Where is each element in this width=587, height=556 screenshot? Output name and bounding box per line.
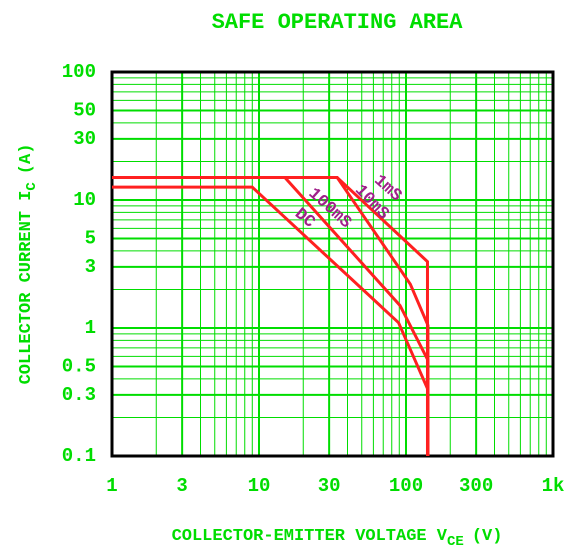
y-axis-label: COLLECTOR CURRENT IC (A) [17,144,39,385]
y-tick-label: 5 [85,228,96,250]
series-line [112,185,430,456]
x-tick-label: 100 [389,475,423,497]
y-tick-label: 1 [85,317,96,339]
x-tick-label: 3 [176,475,187,497]
chart-title: SAFE OPERATING AREA [212,10,464,35]
x-tick-label: 10 [248,475,271,497]
x-axis-label: COLLECTOR-EMITTER VOLTAGE VCE (V) [172,527,503,549]
y-tick-label: 3 [85,256,96,278]
x-tick-label: 1k [542,475,565,497]
y-axis-label-sub: C [24,182,40,191]
y-tick-label: 0.1 [62,445,96,467]
y-axis-label-unit: (A) [17,144,36,175]
y-tick-label: 0.3 [62,384,96,406]
plot-frame [110,70,555,458]
x-axis-label-unit: (V) [472,527,503,546]
y-tick-label: 100 [62,61,96,83]
x-tick-label: 30 [318,475,341,497]
x-axis-label-sub: CE [447,534,464,550]
y-tick-label: 30 [73,128,96,150]
x-axis-label-text: COLLECTOR-EMITTER VOLTAGE V [172,527,448,546]
y-tick-label: 50 [73,100,96,122]
y-tick-label: 0.5 [62,356,96,378]
x-tick-label: 1 [106,475,117,497]
x-tick-label: 300 [459,475,493,497]
y-axis-label-text: COLLECTOR CURRENT I [17,191,36,385]
y-tick-label: 10 [73,189,96,211]
